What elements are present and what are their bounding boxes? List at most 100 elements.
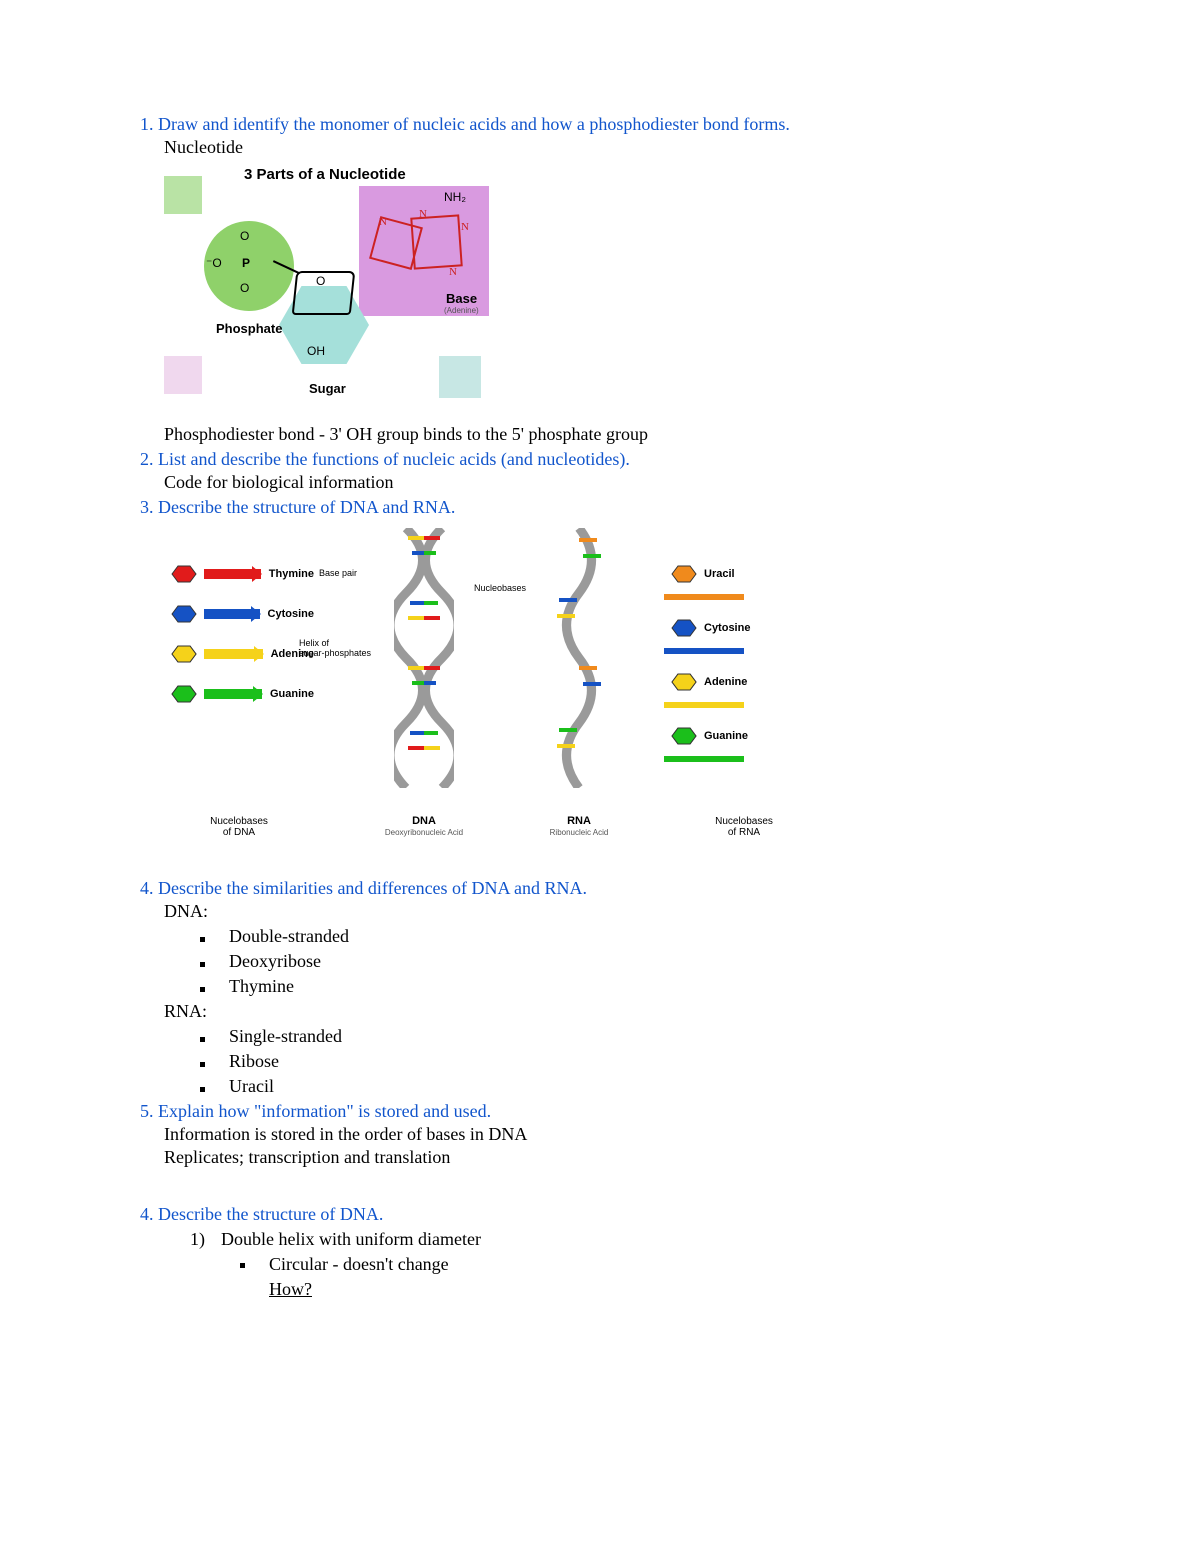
rna-heading: RNA:: [164, 1001, 1090, 1022]
rna-single-strand: [549, 528, 609, 788]
dna-bases-column: Thymine Cytosine Adenine Guanine Nucelobase…: [164, 528, 314, 838]
base-label: Base: [446, 291, 477, 306]
n-label-1: N: [379, 216, 387, 228]
bullet-text: Thymine: [229, 976, 294, 997]
base-molecule-icon: [164, 600, 196, 628]
bullet-row: Deoxyribose: [200, 951, 1090, 972]
base-molecule-icon: [664, 722, 696, 750]
base-sublabel: (Adenine): [444, 306, 479, 315]
base-molecule-icon: [664, 560, 696, 588]
base-row: Uracil: [664, 560, 824, 588]
q6-sub-bullets: Circular - doesn't change How?: [240, 1254, 1090, 1300]
base-row: Guanine: [664, 722, 824, 750]
base-color-bar: [664, 594, 744, 600]
dna-bullet-list: Double-stranded Deoxyribose Thymine: [200, 926, 1090, 997]
question-1: 1. Draw and identify the monomer of nucl…: [140, 114, 1090, 135]
question-4: 4. Describe the similarities and differe…: [140, 878, 1090, 899]
base-row: Adenine: [164, 640, 314, 668]
base-row: Cytosine: [164, 600, 314, 628]
bullet-text: Deoxyribose: [229, 951, 321, 972]
bullet-text: Ribose: [229, 1051, 279, 1072]
purine-ring-2: [410, 214, 463, 269]
rna-column-label: RNA Ribonucleic Acid: [524, 815, 634, 838]
base-row: Guanine: [164, 680, 314, 708]
q6-numbered-list: 1) Double helix with uniform diameter: [190, 1229, 1090, 1250]
base-color-bar: [664, 702, 744, 708]
base-row: Adenine: [664, 668, 824, 696]
base-name-label: Guanine: [704, 730, 748, 742]
base-name-label: Thymine: [269, 568, 314, 580]
swatch-teal: [439, 356, 481, 398]
rna-bases-column: Uracil Cytosine Adenine Guanine Nucelobases…: [664, 528, 824, 838]
nucleobases-label: Nucleobases: [474, 583, 526, 593]
base-molecule-icon: [664, 668, 696, 696]
bullet-text: Double-stranded: [229, 926, 349, 947]
list-text: Double helix with uniform diameter: [221, 1229, 481, 1250]
basepair-label: Base pair: [319, 568, 357, 578]
dna-helix-column: Base pair Helix of sugar-phosphates: [359, 528, 489, 838]
dna-heading: DNA:: [164, 901, 1090, 922]
phosphate-o-bottom: O: [240, 281, 249, 295]
question-5: 5. Explain how "information" is stored a…: [140, 1101, 1090, 1122]
bullet-icon: [200, 1062, 205, 1067]
bullet-icon: [200, 987, 205, 992]
base-molecule-icon: [164, 640, 196, 668]
document-page: 1. Draw and identify the monomer of nucl…: [0, 0, 1200, 1384]
question-6: 4. Describe the structure of DNA.: [140, 1204, 1090, 1225]
ring-oxygen-label: O: [316, 274, 325, 288]
base-row: Thymine: [164, 560, 314, 588]
sugar-label: Sugar: [309, 381, 346, 396]
bullet-icon: [240, 1263, 245, 1268]
dna-rna-diagram: Thymine Cytosine Adenine Guanine Nucelobase…: [164, 528, 844, 868]
answer-1a: Nucleotide: [164, 137, 1090, 158]
helix-label: Helix of sugar-phosphates: [299, 638, 371, 658]
bullet-row: Thymine: [200, 976, 1090, 997]
dna-column-label: DNA Deoxyribonucleic Acid: [359, 815, 489, 838]
base-name-label: Cytosine: [268, 608, 314, 620]
question-3: 3. Describe the structure of DNA and RNA…: [140, 497, 1090, 518]
swatch-pink: [164, 356, 202, 394]
base-name-label: Cytosine: [704, 622, 750, 634]
base-color-bar: [664, 756, 744, 762]
bullet-row: Uracil: [200, 1076, 1090, 1097]
phosphate-o-left: ⁻O: [206, 256, 222, 270]
phosphate-label: Phosphate: [216, 321, 282, 336]
rna-bases-footer: Nucelobases of RNA: [664, 816, 824, 838]
bullet-text: Single-stranded: [229, 1026, 342, 1047]
base-molecule-icon: [664, 614, 696, 642]
base-row: Cytosine: [664, 614, 824, 642]
base-name-label: Guanine: [270, 688, 314, 700]
base-molecule-icon: [164, 560, 196, 588]
answer-5b: Replicates; transcription and translatio…: [164, 1147, 1090, 1168]
n-label-4: N: [449, 266, 457, 278]
swatch-green: [164, 176, 202, 214]
arrow-icon: [204, 689, 262, 699]
question-2: 2. List and describe the functions of nu…: [140, 449, 1090, 470]
bullet-text: Uracil: [229, 1076, 274, 1097]
bullet-icon: [200, 1087, 205, 1092]
base-name-label: Adenine: [704, 676, 747, 688]
dna-double-helix: [394, 528, 454, 788]
answer-5a: Information is stored in the order of ba…: [164, 1124, 1090, 1145]
arrow-icon: [204, 649, 263, 659]
n-label-2: N: [419, 208, 427, 220]
base-color-bar: [664, 648, 744, 654]
arrow-icon: [204, 569, 261, 579]
bullet-icon: [200, 937, 205, 942]
oh-label: OH: [307, 344, 325, 358]
bullet-icon: [200, 1037, 205, 1042]
sub-bullet-text: Circular - doesn't change: [269, 1254, 449, 1275]
nh2-label: NH₂: [444, 190, 466, 204]
nucleotide-diagram-title: 3 Parts of a Nucleotide: [244, 166, 406, 183]
bullet-row: Single-stranded: [200, 1026, 1090, 1047]
base-molecule-icon: [164, 680, 196, 708]
arrow-icon: [204, 609, 260, 619]
list-number: 1): [190, 1229, 205, 1250]
bullet-row: Ribose: [200, 1051, 1090, 1072]
rna-bullet-list: Single-stranded Ribose Uracil: [200, 1026, 1090, 1097]
base-name-label: Uracil: [704, 568, 735, 580]
dna-bases-footer: Nucelobases of DNA: [164, 816, 314, 838]
phosphodiester-note: Phosphodiester bond - 3' OH group binds …: [164, 424, 1090, 445]
nucleotide-diagram: 3 Parts of a Nucleotide O OH O O ⁻O P N …: [164, 166, 1090, 416]
answer-2: Code for biological information: [164, 472, 1090, 493]
